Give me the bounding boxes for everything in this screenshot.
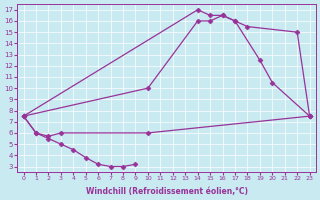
X-axis label: Windchill (Refroidissement éolien,°C): Windchill (Refroidissement éolien,°C) bbox=[85, 187, 248, 196]
